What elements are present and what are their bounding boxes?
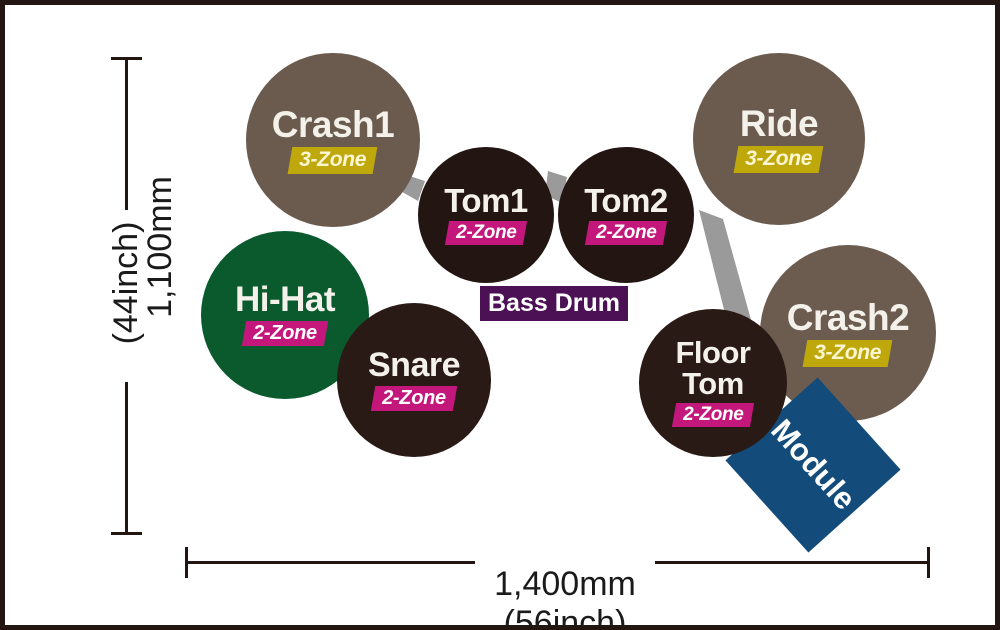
badge-label-ride: 3-Zone <box>745 146 813 170</box>
badge-label-crash1: 3-Zone <box>299 147 367 171</box>
badge-ride: 3-Zone <box>734 145 824 173</box>
pad-label-floor-tom: Floor Tom <box>675 335 752 401</box>
badge-snare: 2-Zone <box>370 385 458 412</box>
height-dim-sublabel: (44inch) <box>75 153 145 413</box>
height-label-gap <box>117 210 137 382</box>
piece-label-bass-drum: Bass Drum <box>488 289 620 317</box>
badge-label-tom1: 2-Zone <box>455 222 517 244</box>
badge-label-tom2: 2-Zone <box>595 222 657 244</box>
pad-tom1[interactable]: Tom1 2-Zone <box>418 147 554 283</box>
pad-crash1[interactable]: Crash1 3-Zone <box>246 53 420 227</box>
width-label-gap <box>475 547 655 569</box>
pad-snare[interactable]: Snare 2-Zone <box>337 303 491 457</box>
badge-crash2: 3-Zone <box>803 339 893 367</box>
width-dim-cap-left <box>185 547 188 578</box>
badge-hihat: 2-Zone <box>241 321 329 347</box>
badge-label-crash2: 3-Zone <box>814 340 882 364</box>
width-dim-label: 1,400mm <box>475 533 655 601</box>
height-dim-cap-bottom <box>111 532 142 535</box>
badge-label-hihat: 2-Zone <box>253 322 317 345</box>
badge-floor-tom: 2-Zone <box>671 403 755 428</box>
pad-tom2[interactable]: Tom2 2-Zone <box>558 147 694 283</box>
pad-label-ride: Ride <box>739 102 819 144</box>
badge-label-floor-tom: 2-Zone <box>682 404 744 426</box>
badge-label-snare: 2-Zone <box>382 386 446 409</box>
pad-crash2[interactable]: Crash2 3-Zone <box>760 245 936 421</box>
width-dim-sublabel: (56inch) <box>475 572 655 630</box>
height-dim-value: 1,100mm <box>141 176 179 318</box>
piece-label-module: Module <box>764 412 863 517</box>
badge-tom1: 2-Zone <box>444 221 528 246</box>
pad-label-hihat: Hi-Hat <box>234 280 336 320</box>
badge-tom2: 2-Zone <box>584 221 668 246</box>
width-dim-cap-right <box>927 547 930 578</box>
pad-label-tom2: Tom2 <box>584 181 668 219</box>
pad-label-crash2: Crash2 <box>786 296 910 338</box>
piece-bass-drum[interactable]: Bass Drum <box>480 286 628 321</box>
pad-label-crash1: Crash1 <box>271 103 395 145</box>
pad-label-tom1: Tom1 <box>444 181 528 219</box>
pad-ride[interactable]: Ride 3-Zone <box>693 53 865 225</box>
width-dim-subvalue: (56inch) <box>503 604 627 630</box>
height-dim-subvalue: (44inch) <box>107 221 145 345</box>
pad-label-snare: Snare <box>368 345 461 384</box>
badge-crash1: 3-Zone <box>288 146 378 174</box>
pad-floor-tom[interactable]: Floor Tom 2-Zone <box>639 309 787 457</box>
width-dim-value: 1,400mm <box>494 565 636 603</box>
height-dim-cap-top <box>111 57 142 60</box>
